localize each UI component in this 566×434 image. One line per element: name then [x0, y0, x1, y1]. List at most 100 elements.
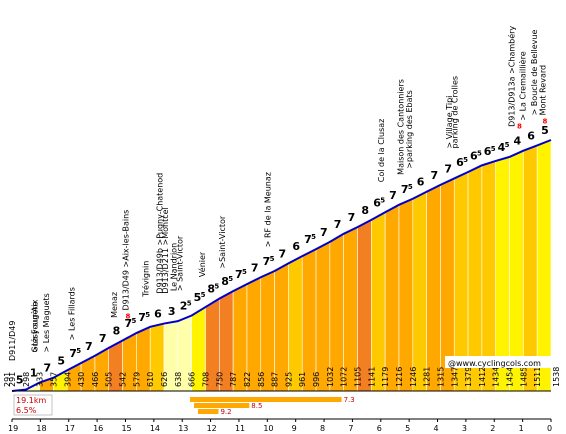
grade-label: 5	[505, 141, 510, 149]
grade-label: 7	[99, 332, 107, 345]
steepest-label: 8.5	[251, 402, 262, 410]
profile-segment	[398, 198, 414, 392]
km-tick-label: 2	[490, 424, 495, 433]
grade-label: 5	[463, 156, 468, 164]
max-grade-marker: 8	[517, 123, 522, 131]
grade-label: 6	[484, 145, 492, 158]
grade-label: 5	[242, 268, 247, 276]
steepest-bar	[190, 397, 342, 402]
grade-label: 6	[292, 240, 300, 253]
distance-axis: 19 18 17 16 15 14 13 12 11 10 9 8 7 6 5 4 3 2 1 0	[8, 390, 552, 433]
place-label: > Les Fillards	[68, 287, 77, 340]
place-label: D913/D211 >Montcel	[161, 207, 170, 293]
altitude-label: 298	[22, 372, 31, 387]
grade-label: 8	[113, 324, 121, 337]
grade-label: 6	[470, 149, 478, 162]
km-tick-label: 16	[93, 424, 103, 433]
place-label: Col de la Clusaz	[377, 119, 386, 183]
km-tick-label: 15	[121, 424, 131, 433]
grade-label: 7	[348, 211, 356, 224]
altitude-label: 1454	[506, 367, 515, 387]
grade-label: 7	[389, 189, 397, 202]
km-tick-label: 11	[235, 424, 245, 433]
altitude-label: 1105	[354, 367, 363, 387]
altitude-label: 996	[312, 372, 321, 387]
grade-label: 5	[477, 149, 482, 157]
place-label: Menaz	[110, 292, 119, 318]
altitude-label: 1538	[552, 367, 561, 387]
grade-label: 5	[541, 124, 549, 137]
grade-label: 7	[85, 340, 93, 353]
grade-label: 4	[498, 141, 506, 154]
altitude-label: 291	[8, 372, 17, 387]
altitude-label: 1412	[478, 367, 487, 387]
profile-line	[11, 139, 552, 392]
grade-label: 5	[228, 275, 233, 283]
profile-outline	[11, 139, 552, 392]
grade-label: 3	[168, 305, 176, 318]
profile-segment	[412, 191, 427, 392]
altitude-label: 291	[3, 372, 12, 387]
place-label: D913/D913a >Chambéry	[506, 26, 516, 127]
grade-label: 7	[44, 362, 52, 375]
altitude-label: 1379	[464, 367, 473, 387]
place-label: D913/D49 >Aix-les-Bains	[121, 210, 130, 311]
km-tick-label: 12	[207, 424, 217, 433]
grade-label: 6	[456, 156, 464, 169]
grade-label: 7	[444, 162, 452, 175]
altitude-label: 626	[160, 372, 169, 387]
altitude-label: 822	[243, 372, 252, 387]
profile-area	[11, 139, 552, 392]
altitude-label: 1281	[423, 367, 432, 387]
grade-label: 5	[380, 196, 385, 204]
grade-label: 7	[304, 233, 312, 246]
altitude-label: 357	[49, 372, 58, 387]
grade-label: 8	[221, 275, 229, 288]
grade-label: 5	[57, 354, 65, 367]
grade-label: 7	[279, 247, 287, 260]
km-tick-label: 9	[292, 424, 297, 433]
km-tick-label: 7	[348, 424, 353, 433]
altitude-label: 1072	[340, 367, 349, 387]
profile-segment	[495, 156, 510, 392]
grade-label: 6	[417, 176, 425, 189]
km-tick-label: 14	[150, 424, 160, 433]
km-tick-label: 17	[65, 424, 75, 433]
altitude-label: 430	[77, 372, 86, 387]
credit-box: @www.cyclingcols.com	[445, 356, 553, 368]
grade-label: 7	[320, 226, 328, 239]
km-tick-label: 3	[462, 424, 467, 433]
altitude-label: 542	[119, 372, 128, 387]
altitude-label: 708	[201, 372, 210, 387]
place-label: > Boucle de Bellevue	[530, 30, 539, 116]
profile-segment	[343, 226, 358, 392]
profile-segment	[371, 211, 386, 392]
altitude-label: 1511	[533, 367, 542, 387]
place-label: D913/D49b >Pugny-Chatenod	[156, 173, 165, 294]
altitude-label: 638	[174, 372, 183, 387]
place-label: Grésy-sur-Aix	[30, 299, 40, 352]
stats-box: 19.1km 6.5%	[13, 394, 53, 416]
place-label: Maison des Cantonniers	[397, 79, 406, 175]
profile-segment	[384, 204, 400, 392]
grade-label: 5	[408, 183, 413, 191]
altitude-label: 1141	[367, 367, 376, 387]
place-label: > Saint-Victor	[175, 235, 184, 291]
km-tick-label: 5	[405, 424, 410, 433]
km-tick-label: 13	[178, 424, 188, 433]
altitude-label: 856	[257, 372, 266, 387]
grade-label: 5	[491, 145, 496, 153]
steepest-sections: 7.3 8.5 9.2	[190, 396, 355, 416]
grade-label: 5	[145, 311, 150, 319]
grade-label: 7	[124, 317, 132, 330]
altitude-label: 579	[132, 372, 141, 387]
grade-label: 1	[30, 367, 38, 380]
km-tick-label: 6	[377, 424, 382, 433]
altitude-label: 1434	[492, 367, 501, 387]
grade-label: 5	[201, 291, 206, 299]
grade-label: 4	[513, 135, 521, 148]
steepest-label: 9.2	[220, 408, 231, 416]
place-label: > Les Maguets	[42, 293, 51, 352]
